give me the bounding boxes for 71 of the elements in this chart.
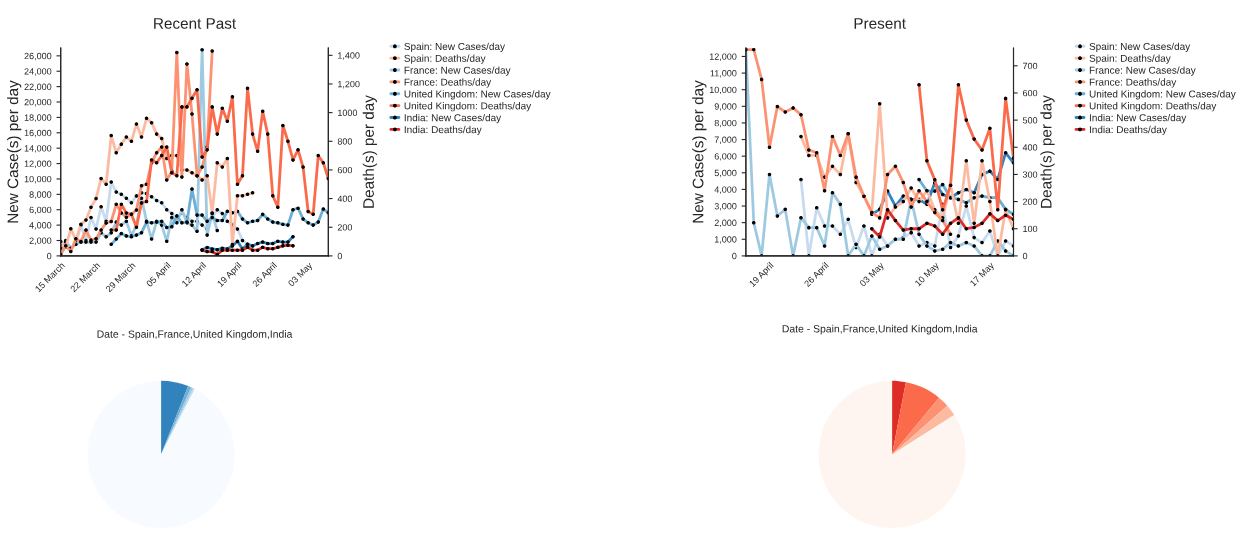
y-tick-label: 4,000 bbox=[714, 186, 737, 194]
y2-tick-label: 600 bbox=[337, 166, 353, 174]
x-tick-label: 03 May bbox=[859, 261, 886, 289]
legend-label: France: Deaths/day bbox=[404, 78, 492, 88]
y-tick-label: 14,000 bbox=[24, 145, 52, 153]
y-tick-label: 5,000 bbox=[714, 169, 737, 178]
y2-axis-title: Death(s) per day bbox=[1040, 95, 1055, 208]
x-tick-label: 10 May bbox=[914, 261, 941, 288]
y-tick-label: 22,000 bbox=[24, 83, 52, 92]
legend-label: United Kingdom: Deaths/day bbox=[404, 102, 532, 112]
y-tick-label: 2,000 bbox=[714, 219, 737, 228]
y2-tick-label: 1,200 bbox=[338, 80, 360, 89]
y-tick-label: 12,000 bbox=[709, 53, 737, 61]
chart-title: Recent Past bbox=[154, 18, 237, 29]
legend-label: Spain: Deaths/day bbox=[1089, 54, 1171, 64]
y2-tick-label: 1,400 bbox=[338, 52, 360, 60]
x-tick-label: 17 May bbox=[969, 261, 996, 288]
y2-tick-label: 0 bbox=[337, 252, 343, 260]
y-tick-label: 10,000 bbox=[709, 86, 737, 95]
y2-tick-label: 1000 bbox=[338, 109, 358, 116]
y2-tick-label: 200 bbox=[1022, 198, 1038, 205]
legend-label: Spain: New Cases/day bbox=[1089, 42, 1191, 52]
y-tick-label: 12,000 bbox=[24, 160, 52, 168]
y-tick-label: 26,000 bbox=[24, 52, 52, 61]
y-tick-label: 18,000 bbox=[24, 114, 52, 122]
y-tick-label: 9,000 bbox=[714, 103, 737, 111]
y-tick-label: 6,000 bbox=[29, 206, 52, 215]
legend-label: France: New Cases/day bbox=[404, 66, 511, 76]
y-tick-label: 16,000 bbox=[24, 129, 52, 138]
y2-tick-label: 700 bbox=[1022, 62, 1038, 70]
legend-label: India: Deaths/day bbox=[404, 125, 482, 136]
y-tick-label: 11,000 bbox=[710, 70, 737, 78]
y2-tick-label: 600 bbox=[1022, 89, 1038, 97]
y-tick-label: 2,000 bbox=[29, 237, 52, 245]
y2-tick-label: 400 bbox=[1022, 144, 1038, 151]
y2-tick-label: 0 bbox=[1022, 252, 1028, 260]
y-tick-label: 10,000 bbox=[24, 175, 52, 184]
y-tick-label: 8,000 bbox=[29, 191, 52, 199]
chart-title: Present bbox=[854, 18, 906, 29]
legend-label: Spain: Deaths/day bbox=[404, 54, 486, 64]
y-axis-title: New Case(s) per day bbox=[7, 80, 22, 223]
y2-tick-label: 500 bbox=[1022, 117, 1038, 124]
legend-label: United Kingdom: New Cases/day bbox=[404, 90, 551, 100]
y-tick-label: 7,000 bbox=[714, 136, 737, 144]
y2-tick-label: 800 bbox=[337, 138, 353, 145]
y-tick-label: 24,000 bbox=[24, 68, 52, 76]
y-tick-label: 4,000 bbox=[29, 222, 52, 230]
y-tick-label: 0 bbox=[47, 252, 52, 260]
x-tick-label: 03 May bbox=[287, 261, 315, 289]
y-tick-label: 8,000 bbox=[714, 119, 737, 128]
y2-tick-label: 200 bbox=[337, 224, 353, 231]
y-tick-label: 0 bbox=[732, 252, 737, 260]
y-axis-title: New Case(s) per day bbox=[692, 80, 707, 223]
legend-label: United Kingdom: Deaths/day bbox=[1089, 102, 1217, 112]
legend-label: India: Deaths/day bbox=[1089, 125, 1167, 136]
legend-label: Spain: New Cases/day bbox=[404, 42, 505, 52]
y2-tick-label: 100 bbox=[1023, 225, 1038, 233]
legend-label: United Kingdom: New Cases/day bbox=[1089, 90, 1236, 100]
legend-label: India: New Cases/day bbox=[1089, 113, 1187, 124]
x-axis-title: Date - Spain,France,United Kingdom,India bbox=[782, 324, 978, 335]
y2-tick-label: 300 bbox=[1022, 171, 1038, 178]
legend-label: France: Deaths/day bbox=[1089, 78, 1177, 88]
x-axis-title: Date - Spain,France,United Kingdom,India bbox=[97, 330, 293, 340]
legend-label: India: New Cases/day bbox=[404, 113, 502, 124]
y2-axis-title: Death(s) per day bbox=[362, 95, 377, 208]
y-tick-label: 6,000 bbox=[714, 153, 737, 161]
y2-tick-label: 400 bbox=[337, 195, 353, 202]
legend-label: France: New Cases/day bbox=[1089, 66, 1196, 76]
y-tick-label: 1,000 bbox=[714, 236, 737, 244]
y-tick-label: 20,000 bbox=[24, 98, 52, 107]
y-tick-label: 3,000 bbox=[714, 203, 737, 211]
